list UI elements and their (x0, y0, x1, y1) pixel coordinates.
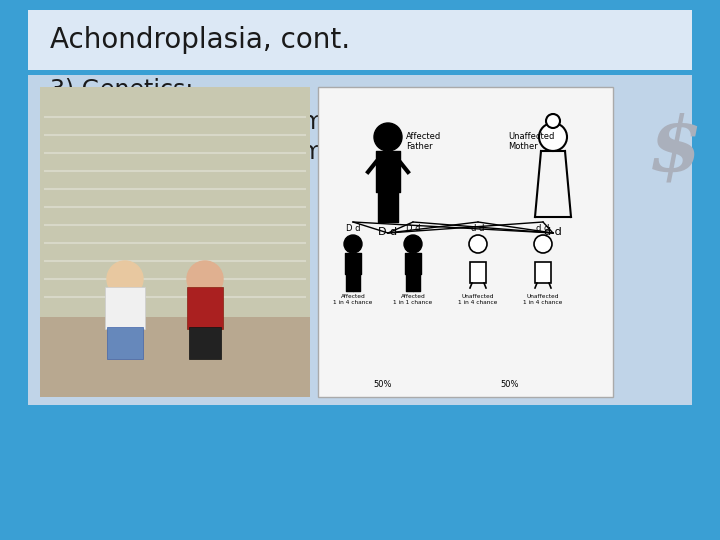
Text: Unaffected
1 in 4 chance: Unaffected 1 in 4 chance (523, 294, 563, 305)
FancyBboxPatch shape (28, 10, 692, 70)
Circle shape (546, 114, 560, 128)
Text: Affected
Father: Affected Father (406, 132, 441, 151)
Circle shape (404, 235, 422, 253)
Circle shape (187, 261, 223, 297)
FancyBboxPatch shape (40, 87, 310, 397)
Circle shape (539, 123, 567, 151)
Text: D d: D d (379, 227, 397, 237)
FancyBboxPatch shape (187, 287, 223, 329)
Text: d d: d d (472, 224, 485, 233)
Text: Achondroplasia, cont.: Achondroplasia, cont. (50, 26, 350, 54)
FancyBboxPatch shape (535, 262, 551, 283)
FancyBboxPatch shape (28, 75, 692, 405)
Text: 50%: 50% (500, 380, 519, 389)
Text: 50%: 50% (374, 380, 392, 389)
Text: a) autosomal dominant: a) autosomal dominant (50, 110, 385, 134)
Text: Unaffected
1 in 4 chance: Unaffected 1 in 4 chance (459, 294, 498, 305)
Text: d d: d d (536, 224, 549, 233)
Text: Affected
1 in 4 chance: Affected 1 in 4 chance (333, 294, 373, 305)
FancyBboxPatch shape (105, 287, 145, 329)
Text: $: $ (649, 113, 701, 187)
FancyBboxPatch shape (40, 87, 310, 317)
Text: 3) Genetics:: 3) Genetics: (50, 78, 193, 102)
Circle shape (469, 235, 487, 253)
Circle shape (534, 235, 552, 253)
Circle shape (344, 235, 362, 253)
Text: d d: d d (544, 227, 562, 237)
Text: Affected
1 in 1 chance: Affected 1 in 1 chance (393, 294, 433, 305)
Circle shape (107, 261, 143, 297)
FancyBboxPatch shape (107, 327, 143, 359)
FancyBboxPatch shape (40, 317, 310, 397)
Text: b) spontaneous mutation: b) spontaneous mutation (50, 140, 408, 164)
FancyBboxPatch shape (189, 327, 221, 359)
FancyBboxPatch shape (318, 87, 613, 397)
Text: D d: D d (346, 224, 360, 233)
FancyBboxPatch shape (470, 262, 486, 283)
Text: Unaffected
Mother: Unaffected Mother (508, 132, 554, 151)
Circle shape (374, 123, 402, 151)
Text: D d: D d (406, 224, 420, 233)
